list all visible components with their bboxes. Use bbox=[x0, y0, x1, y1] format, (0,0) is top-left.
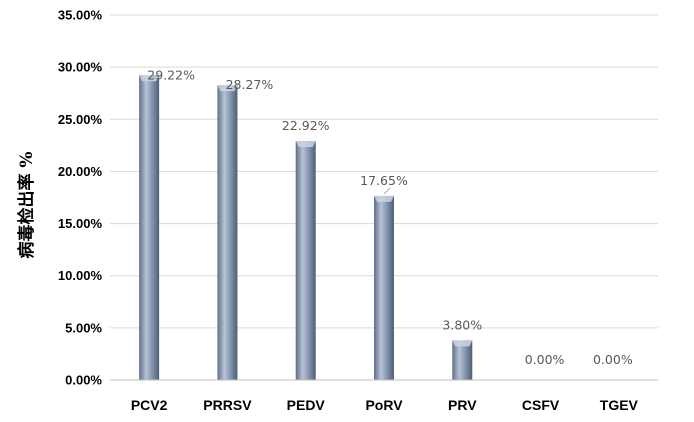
bar-cap bbox=[374, 195, 394, 202]
x-category-label: PoRV bbox=[365, 397, 403, 413]
y-axis-ticks: 0.00% 5.00% 10.00% 15.00% 20.00% 25.00% 30.00%… bbox=[58, 8, 103, 388]
y-tick-label: 35.00% bbox=[58, 8, 103, 23]
bar-cap bbox=[217, 85, 238, 92]
bar bbox=[139, 75, 160, 380]
x-category-label: PRV bbox=[448, 397, 477, 413]
leader-line bbox=[152, 72, 160, 78]
bar bbox=[452, 340, 473, 380]
y-tick-label: 25.00% bbox=[58, 112, 103, 127]
y-tick-label: 15.00% bbox=[58, 216, 103, 231]
leader-line bbox=[383, 187, 391, 195]
data-label: 0.00% bbox=[593, 352, 633, 367]
x-category-label: PRRSV bbox=[203, 397, 252, 413]
bars bbox=[139, 75, 473, 380]
data-labels: 29.22% 28.27% 22.92% 17.65% 3.80% 0.00% 0.00% bbox=[147, 67, 633, 367]
bar-cap bbox=[295, 140, 316, 147]
y-tick-label: 10.00% bbox=[58, 268, 103, 283]
bar bbox=[295, 140, 316, 380]
x-category-label: PEDV bbox=[287, 397, 326, 413]
y-tick-label: 30.00% bbox=[58, 60, 103, 75]
x-category-label: CSFV bbox=[522, 397, 560, 413]
data-label: 28.27% bbox=[226, 77, 274, 92]
x-category-label: PCV2 bbox=[131, 397, 168, 413]
bar bbox=[374, 195, 394, 380]
y-tick-label: 0.00% bbox=[65, 373, 102, 388]
y-tick-label: 5.00% bbox=[65, 320, 102, 335]
bar-cap bbox=[452, 340, 473, 347]
data-label: 22.92% bbox=[282, 118, 330, 133]
x-category-label: TGEV bbox=[600, 397, 639, 413]
x-axis-categories: PCV2 PRRSV PEDV PoRV PRV CSFV TGEV bbox=[131, 397, 639, 413]
data-label: 0.00% bbox=[525, 352, 565, 367]
data-label: 29.22% bbox=[147, 67, 195, 82]
bar bbox=[217, 85, 238, 380]
y-axis-title: 病毒检出率 % bbox=[16, 151, 37, 258]
data-label: 17.65% bbox=[360, 173, 408, 188]
y-tick-label: 20.00% bbox=[58, 164, 103, 179]
data-label: 3.80% bbox=[442, 317, 482, 332]
